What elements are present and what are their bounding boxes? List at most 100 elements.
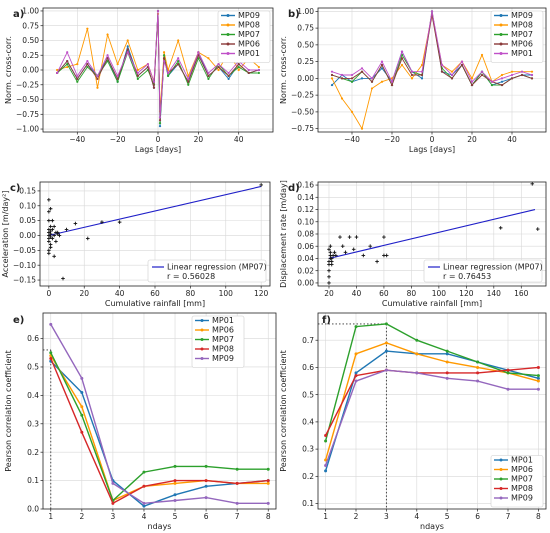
data-point: [324, 458, 328, 462]
data-point: [384, 368, 388, 372]
x-tick-label: 40: [234, 135, 244, 144]
data-point: [506, 371, 510, 375]
data-point: [152, 86, 156, 89]
data-point: [360, 67, 364, 70]
y-tick-label: 0.3: [27, 419, 39, 428]
x-tick-label: 20: [324, 289, 334, 298]
data-point: [146, 62, 150, 66]
data-point: [257, 71, 260, 75]
y-tick-label: −1.00: [16, 125, 39, 134]
data-point: [162, 54, 166, 57]
data-point: [266, 467, 270, 471]
data-point: [530, 77, 534, 80]
data-point: [116, 74, 119, 78]
legend-label: Linear regression (MP07): [167, 263, 267, 272]
data-point: [227, 71, 230, 75]
legend-label: MP01: [238, 49, 260, 58]
y-tick-label: 0.10: [297, 217, 314, 226]
data-point: [380, 80, 384, 83]
y-tick-label: 0.10: [19, 201, 36, 210]
data-point: [470, 80, 474, 83]
legend-label: MP06: [212, 326, 234, 335]
y-tick-label: −0.50: [16, 95, 39, 104]
data-point: [158, 124, 162, 128]
data-point: [354, 325, 358, 329]
legend-label: MP07: [511, 475, 533, 484]
data-point: [350, 80, 354, 83]
data-point: [173, 498, 177, 502]
y-tick-label: −0.50: [291, 107, 314, 116]
data-point: [111, 501, 115, 505]
y-tick-label: 0.50: [297, 40, 314, 49]
scatter-point: [382, 235, 386, 239]
data-point: [510, 77, 514, 80]
data-point: [324, 439, 328, 443]
data-point: [476, 360, 480, 364]
plot-frame: [317, 7, 547, 133]
scatter-point: [47, 218, 51, 223]
x-tick-label: 100: [432, 289, 447, 298]
scatter-point: [361, 253, 366, 258]
x-tick-label: 6: [204, 512, 209, 521]
y-tick-label: 0.1: [302, 499, 314, 508]
data-point: [166, 74, 170, 78]
data-point: [152, 80, 156, 83]
data-point: [520, 73, 524, 77]
y-tick-label: 0.25: [297, 57, 314, 66]
r-value-label: r = 0.56028: [167, 272, 215, 281]
data-point: [450, 70, 454, 73]
data-point: [440, 63, 444, 67]
data-point: [162, 57, 166, 60]
data-point: [530, 73, 534, 77]
x-axis-label: Lags [days]: [135, 145, 181, 154]
x-axis-label: ndays: [148, 522, 172, 531]
data-point: [204, 479, 208, 483]
legend-label: MP08: [238, 21, 260, 30]
data-point: [370, 80, 374, 83]
x-tick-label: 40: [115, 289, 125, 298]
x-tick-label: 7: [235, 512, 240, 521]
x-tick-label: 140: [487, 289, 502, 298]
data-point: [266, 479, 270, 483]
scatter-point: [340, 244, 345, 249]
legend-marker: [226, 23, 230, 27]
panel-f: 1 2 3 4 5 6 7 8 0.1 0.2 0.3 0.4 0.5 0.6 0.7 f) ndays Pear…: [279, 312, 547, 531]
x-tick-label: 60: [150, 289, 160, 298]
y-tick-label: 0.3: [302, 445, 314, 454]
data-point: [440, 70, 444, 73]
data-point: [536, 365, 540, 369]
y-tick-label: −0.75: [291, 124, 314, 133]
data-point: [480, 53, 484, 57]
y-tick-label: −0.75: [16, 110, 39, 119]
x-tick-label: 120: [459, 289, 474, 298]
scatter-point: [48, 206, 53, 211]
panel-a: −40 −20 0 20 40 −1.00 −0.75 −0.50 −0.25 0.00 0.25 0…: [4, 7, 274, 154]
data-point: [49, 356, 53, 360]
x-tick-label: −20: [384, 135, 400, 144]
legend-marker: [226, 52, 230, 55]
y-tick-label: 0.12: [297, 205, 314, 214]
data-point: [536, 374, 540, 378]
y-axis-label: Acceleration [m/day²]: [1, 191, 10, 278]
panel-d: 20 40 60 80 100 120 140 160 0.00 0.02 0.04 0.06 0.08…: [279, 180, 547, 308]
legend-marker: [499, 468, 503, 471]
x-tick-label: 3: [384, 512, 389, 521]
x-axis-label: Cumulative rainfall [mm]: [382, 299, 482, 308]
scatter-point: [57, 233, 62, 238]
data-point: [96, 77, 99, 80]
data-point: [116, 77, 119, 80]
data-point: [330, 77, 334, 80]
x-tick-label: 8: [266, 512, 271, 521]
data-point: [460, 63, 464, 67]
legend-box: [191, 315, 245, 368]
y-tick-label: 0.00: [297, 279, 314, 288]
data-point: [450, 73, 454, 77]
data-point: [354, 374, 358, 378]
data-point: [162, 60, 166, 63]
scatter-point: [327, 281, 331, 285]
x-tick-label: 40: [352, 289, 362, 298]
y-axis-label: Norm. cross-corr.: [279, 36, 288, 104]
data-point: [173, 479, 177, 483]
legend-label: Linear regression (MP07): [443, 263, 543, 272]
data-point: [460, 60, 464, 63]
